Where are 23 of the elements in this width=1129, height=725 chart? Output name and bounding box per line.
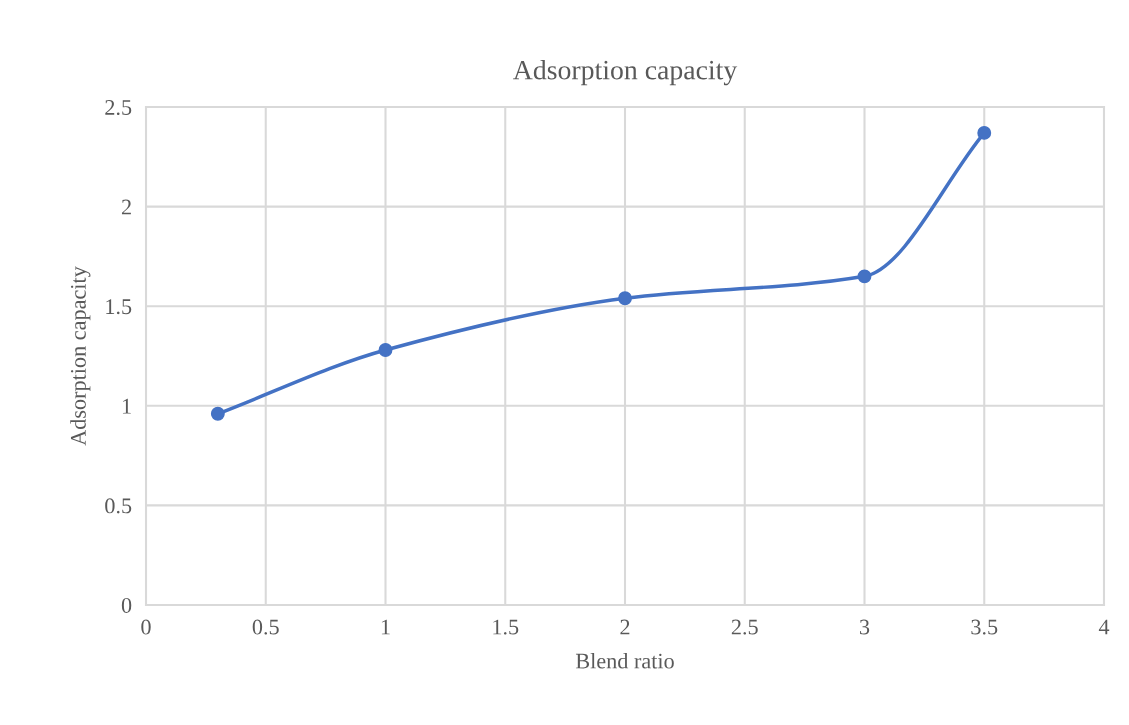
point [618,291,632,306]
point [210,406,225,421]
y-tick-label: 2.5 [105,99,132,116]
y-tick-label: 1 [122,398,131,414]
x-tick-label: 4 [1098,619,1110,635]
point [977,125,992,140]
y-tick-label: 2 [121,199,131,215]
y-tick-label: 0.5 [105,498,132,514]
x-tick-label: 2 [620,619,630,635]
point [378,343,393,357]
x-tick-label: 1.5 [493,619,519,635]
x-tick-label: 1 [381,619,390,635]
x-tick-label: 3.5 [971,619,998,635]
y-axis-title: Adsorption capacity [70,266,91,446]
y-tick-label: 0 [121,597,132,613]
x-tick-label: 0.5 [252,619,279,635]
x-tick-label: 3 [860,619,870,635]
chart-title: Adsorption capacity [513,59,738,86]
point [857,269,872,284]
y-tick-label: 1.5 [106,299,132,315]
x-tick-label: 2.5 [731,619,758,635]
x-tick-label: 0 [141,619,151,635]
x-axis-title: Blend ratio [575,652,674,669]
